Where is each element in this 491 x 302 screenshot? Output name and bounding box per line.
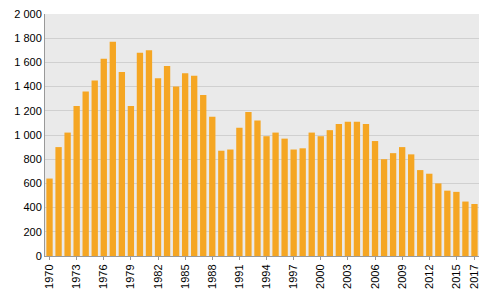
svg-text:2009: 2009 [396,264,408,288]
svg-text:1973: 1973 [70,264,82,288]
svg-text:1991: 1991 [233,264,245,288]
svg-text:1979: 1979 [124,264,136,288]
svg-text:2012: 2012 [423,264,435,288]
svg-text:1988: 1988 [206,264,218,288]
svg-text:1976: 1976 [97,264,109,288]
svg-text:2000: 2000 [314,264,326,288]
svg-text:1985: 1985 [179,264,191,288]
svg-text:1 600: 1 600 [14,56,42,68]
svg-text:2003: 2003 [341,264,353,288]
svg-text:2 000: 2 000 [14,8,42,20]
svg-text:1 000: 1 000 [14,129,42,141]
svg-text:0: 0 [36,250,42,262]
svg-text:200: 200 [23,226,41,238]
svg-text:1 200: 1 200 [14,105,42,117]
svg-text:1994: 1994 [260,264,272,288]
svg-text:600: 600 [23,177,41,189]
svg-text:2006: 2006 [369,264,381,288]
svg-text:1982: 1982 [152,264,164,288]
svg-text:1 800: 1 800 [14,32,42,44]
svg-text:400: 400 [23,201,41,213]
svg-text:2017: 2017 [468,264,480,288]
svg-text:800: 800 [23,153,41,165]
svg-text:1 400: 1 400 [14,80,42,92]
svg-text:2015: 2015 [450,264,462,288]
svg-text:1970: 1970 [43,264,55,288]
svg-text:1997: 1997 [287,264,299,288]
